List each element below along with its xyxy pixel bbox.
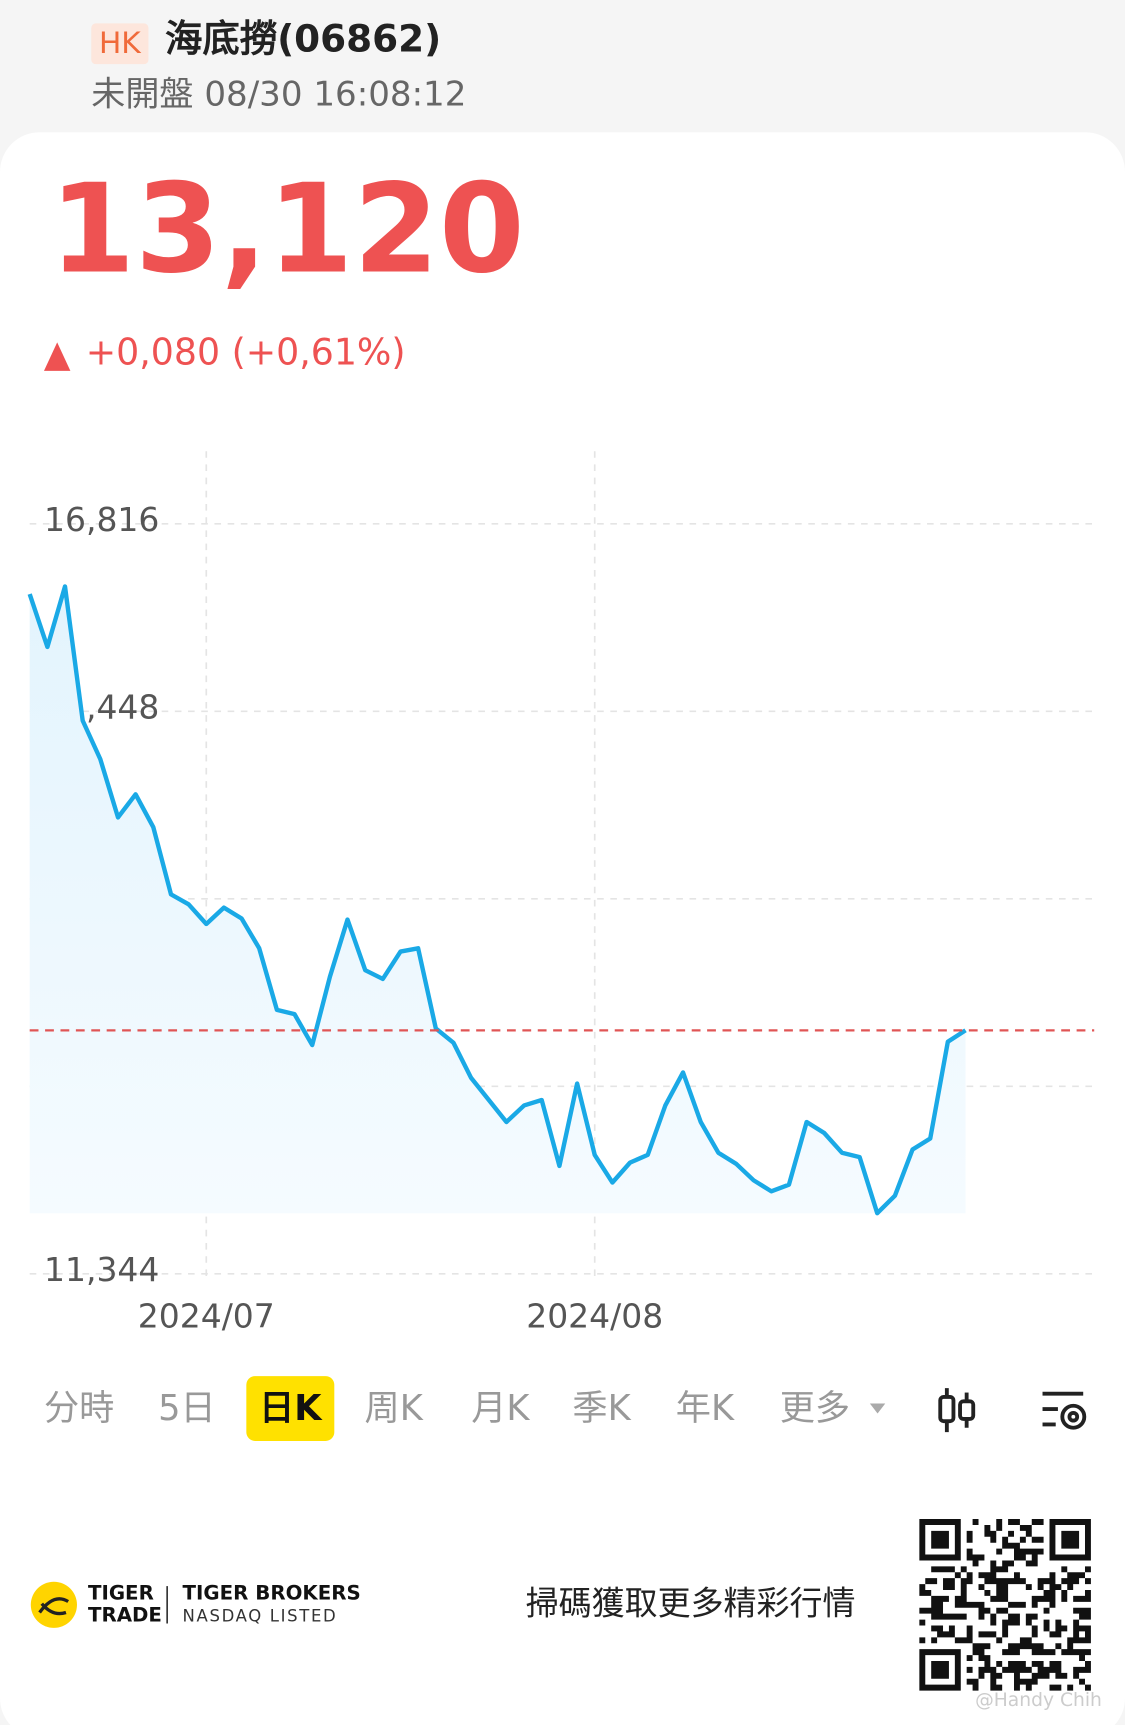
tab-bar: 分時 5日 日K 周K 月K 季K 年K 更多	[44, 1376, 850, 1441]
tab-selected-bg	[246, 1376, 335, 1441]
x-tick-label: 2024/07	[138, 1296, 275, 1335]
y-tick-label: 16,816	[44, 500, 159, 539]
tab[interactable]: 更多	[780, 1388, 850, 1429]
tab[interactable]: 5日	[158, 1388, 216, 1429]
up-arrow	[43, 342, 71, 371]
dropdown-icon	[869, 1403, 886, 1414]
y-tick-label: 11,344	[44, 1250, 159, 1289]
tab[interactable]: 年K	[676, 1388, 735, 1429]
tab[interactable]: 月K	[471, 1388, 530, 1429]
tiger-logo	[30, 1581, 77, 1628]
chart: 16,81615,44814,08012,71211,3442024/07202…	[27, 451, 1095, 1335]
cta: 掃碼獲取更多精彩行情	[526, 1583, 856, 1622]
candle-icon[interactable]	[938, 1388, 976, 1433]
card	[0, 132, 1125, 1725]
tiger-logo-mark	[38, 1597, 70, 1616]
stock-title: 海底撈(06862)	[165, 17, 441, 61]
market-badge	[91, 23, 149, 65]
watermark: @Handy Chih	[975, 1690, 1102, 1711]
price: 13,120	[49, 159, 524, 302]
qr-modules	[919, 1519, 1091, 1691]
market-label: HK	[99, 26, 142, 61]
brand-line2: TRADE	[88, 1603, 162, 1626]
brand-line1: TIGER	[88, 1581, 154, 1604]
listing: NASDAQ LISTED	[183, 1606, 338, 1625]
area	[29, 586, 966, 1214]
market-status: 未開盤 08/30 16:08:12	[91, 75, 466, 115]
tab[interactable]: 周K	[365, 1388, 424, 1429]
settings-icon[interactable]	[1042, 1391, 1087, 1430]
x-tick-label: 2024/08	[526, 1296, 663, 1335]
qr-code	[914, 1514, 1096, 1695]
tab[interactable]: 季K	[572, 1388, 631, 1429]
broker-name: TIGER BROKERS	[183, 1581, 361, 1604]
tab[interactable]: 日K	[259, 1388, 323, 1429]
tab[interactable]: 分時	[44, 1388, 114, 1429]
line	[27, 584, 967, 1216]
price-change: +0,080 (+0,61%)	[86, 330, 406, 373]
